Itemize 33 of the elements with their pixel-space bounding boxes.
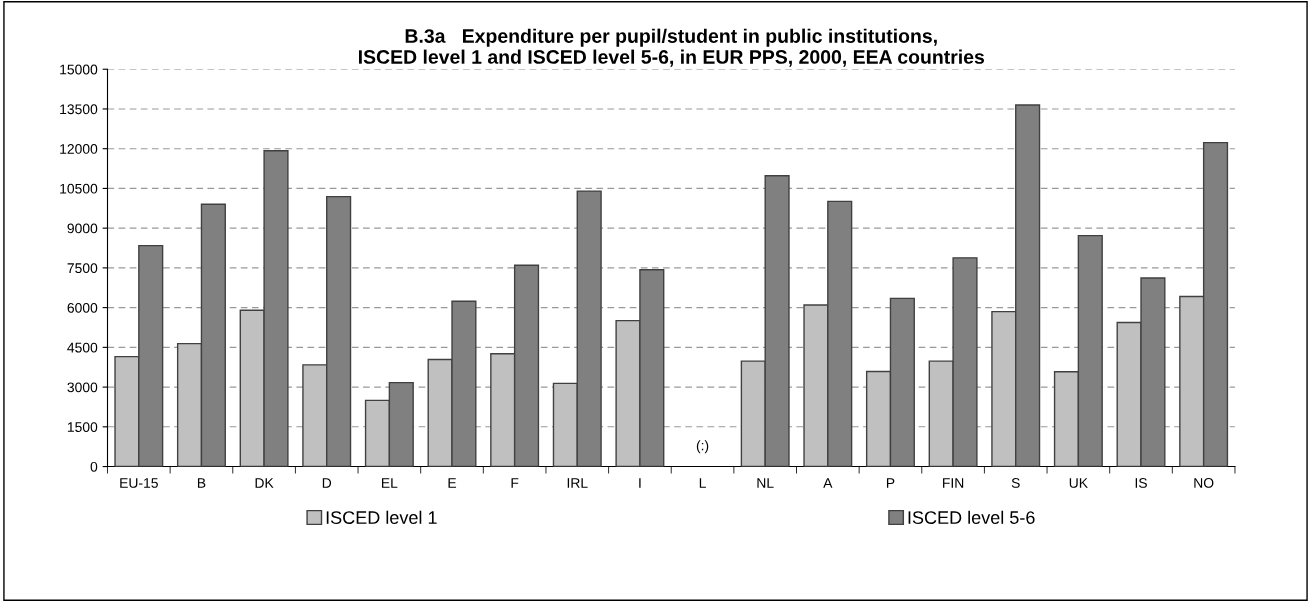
y-tick-label: 7500 xyxy=(67,263,98,274)
y-tick-label: 3000 xyxy=(67,382,98,393)
x-tick-label: A xyxy=(823,478,833,488)
x-tick-label: B xyxy=(197,478,206,488)
y-tick-label: 0 xyxy=(90,461,98,472)
x-tick-label: FIN xyxy=(943,478,964,488)
x-tick-label: DK xyxy=(255,478,274,488)
x-tick-label: EU-15 xyxy=(120,478,158,488)
annotation: (:) xyxy=(696,440,709,454)
x-tick-label: I xyxy=(639,478,641,488)
x-tick-label: IRL xyxy=(567,478,588,488)
x-tick-label: F xyxy=(511,478,519,488)
x-tick-label: NO xyxy=(1194,478,1214,488)
x-tick-label: EL xyxy=(382,478,398,488)
x-tick-label: S xyxy=(1011,478,1020,488)
y-tick-label: 10500 xyxy=(60,183,98,194)
x-tick-label: D xyxy=(322,478,332,488)
y-tick-label: 4500 xyxy=(67,342,98,353)
x-tick-label: IS xyxy=(1135,478,1147,488)
legend-label: ISCED level 5-6 xyxy=(908,510,1035,524)
y-tick-label: 12000 xyxy=(60,144,98,154)
legend-label: ISCED level 1 xyxy=(326,510,437,524)
y-tick-label: 13500 xyxy=(60,104,98,115)
x-tick-label: NL xyxy=(757,478,774,488)
x-tick-label: L xyxy=(699,478,706,488)
chart-title: B.3a Expenditure per pupil/student in public institutions, ISCED level 1 and ISCED level 5-6, in EUR PPS, 2000, EEA countries xyxy=(358,28,985,67)
y-tick-label: 1500 xyxy=(67,422,98,432)
x-tick-label: P xyxy=(886,478,895,488)
x-tick-label: E xyxy=(448,478,457,488)
y-tick-label: 9000 xyxy=(67,223,98,234)
y-tick-label: 6000 xyxy=(67,302,98,313)
x-tick-label: UK xyxy=(1069,478,1088,488)
y-tick-label: 15000 xyxy=(60,64,98,75)
